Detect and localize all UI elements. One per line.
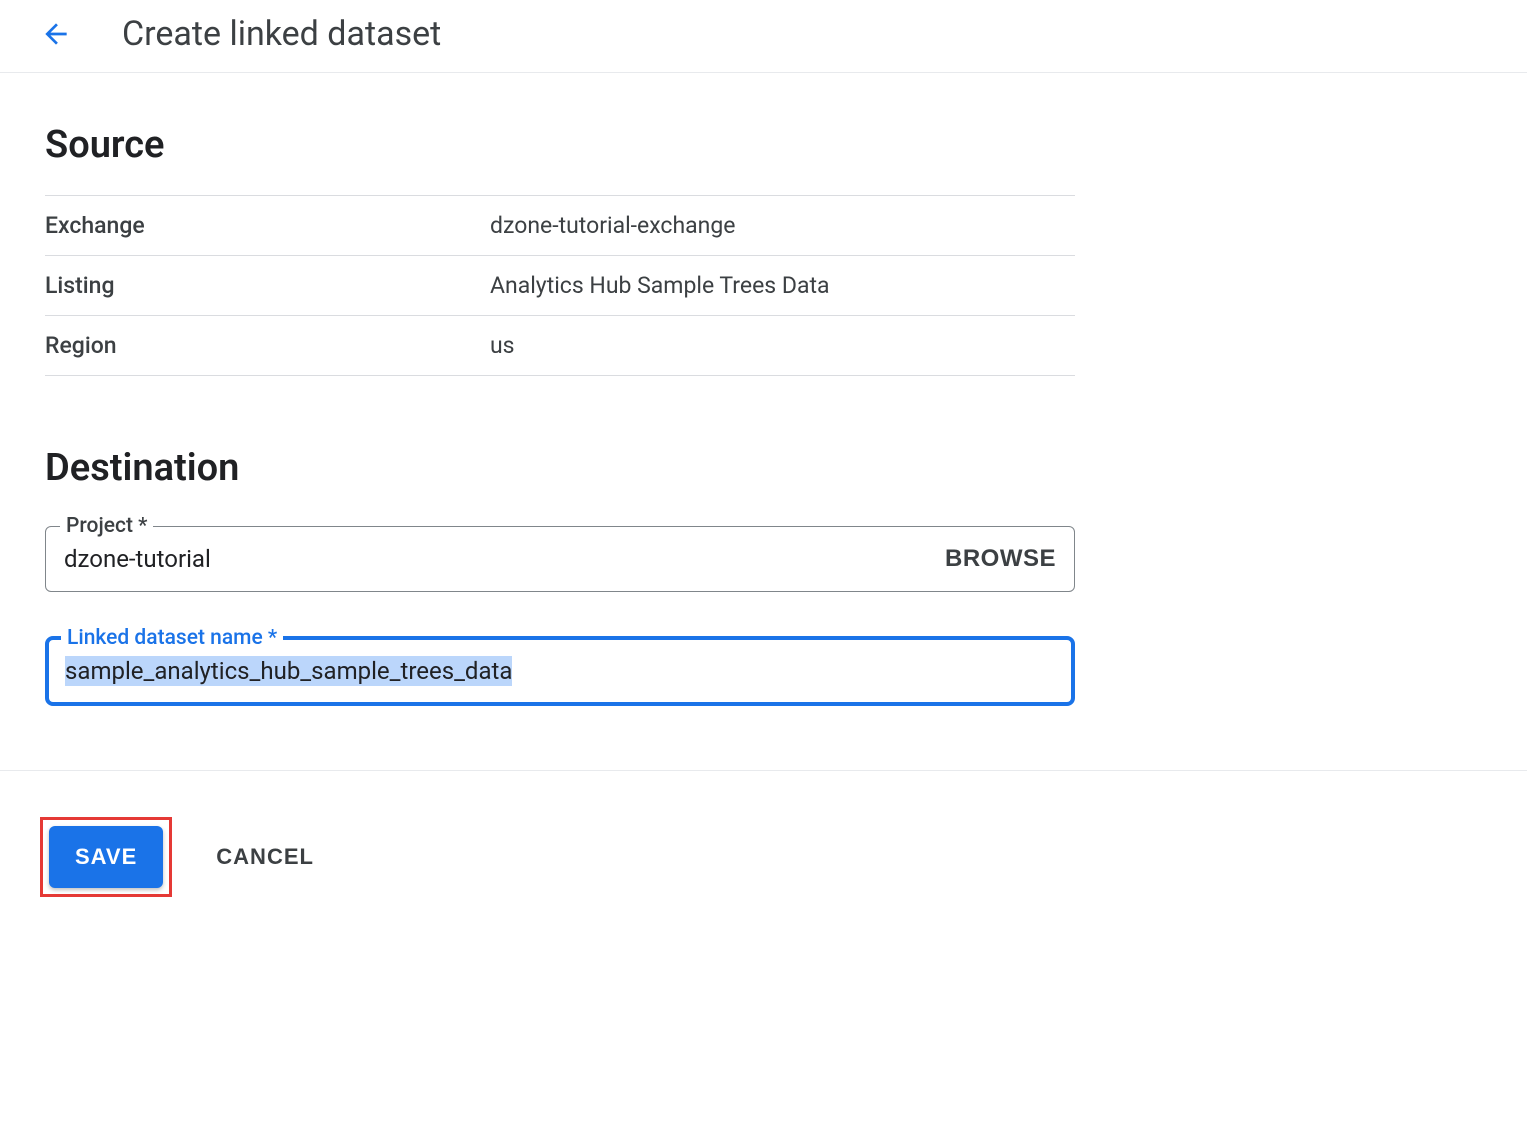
- source-region-value: us: [490, 316, 1075, 376]
- save-button[interactable]: SAVE: [49, 826, 163, 888]
- project-field-value: dzone-tutorial: [64, 545, 211, 573]
- source-heading: Source: [45, 123, 1075, 167]
- table-row: Region us: [45, 316, 1075, 376]
- back-arrow-icon[interactable]: [40, 18, 72, 50]
- dataset-name-label: Linked dataset name *: [61, 626, 283, 650]
- source-listing-label: Listing: [45, 256, 490, 316]
- table-row: Exchange dzone-tutorial-exchange: [45, 196, 1075, 256]
- browse-button[interactable]: BROWSE: [945, 545, 1056, 573]
- dataset-name-field[interactable]: Linked dataset name * sample_analytics_h…: [45, 636, 1075, 706]
- project-field-label: Project *: [60, 514, 153, 538]
- dataset-name-input[interactable]: sample_analytics_hub_sample_trees_data: [65, 656, 512, 686]
- cancel-button[interactable]: CANCEL: [216, 844, 314, 870]
- project-field[interactable]: Project * dzone-tutorial BROWSE: [45, 526, 1075, 592]
- source-table: Exchange dzone-tutorial-exchange Listing…: [45, 195, 1075, 376]
- content-area: Source Exchange dzone-tutorial-exchange …: [0, 73, 1120, 770]
- source-region-label: Region: [45, 316, 490, 376]
- footer-actions: SAVE CANCEL: [0, 770, 1527, 937]
- page-header: Create linked dataset: [0, 0, 1527, 73]
- source-exchange-value: dzone-tutorial-exchange: [490, 196, 1075, 256]
- save-highlight-box: SAVE: [40, 817, 172, 897]
- table-row: Listing Analytics Hub Sample Trees Data: [45, 256, 1075, 316]
- source-listing-value: Analytics Hub Sample Trees Data: [490, 256, 1075, 316]
- destination-heading: Destination: [45, 446, 1075, 490]
- source-exchange-label: Exchange: [45, 196, 490, 256]
- page-title: Create linked dataset: [122, 14, 441, 54]
